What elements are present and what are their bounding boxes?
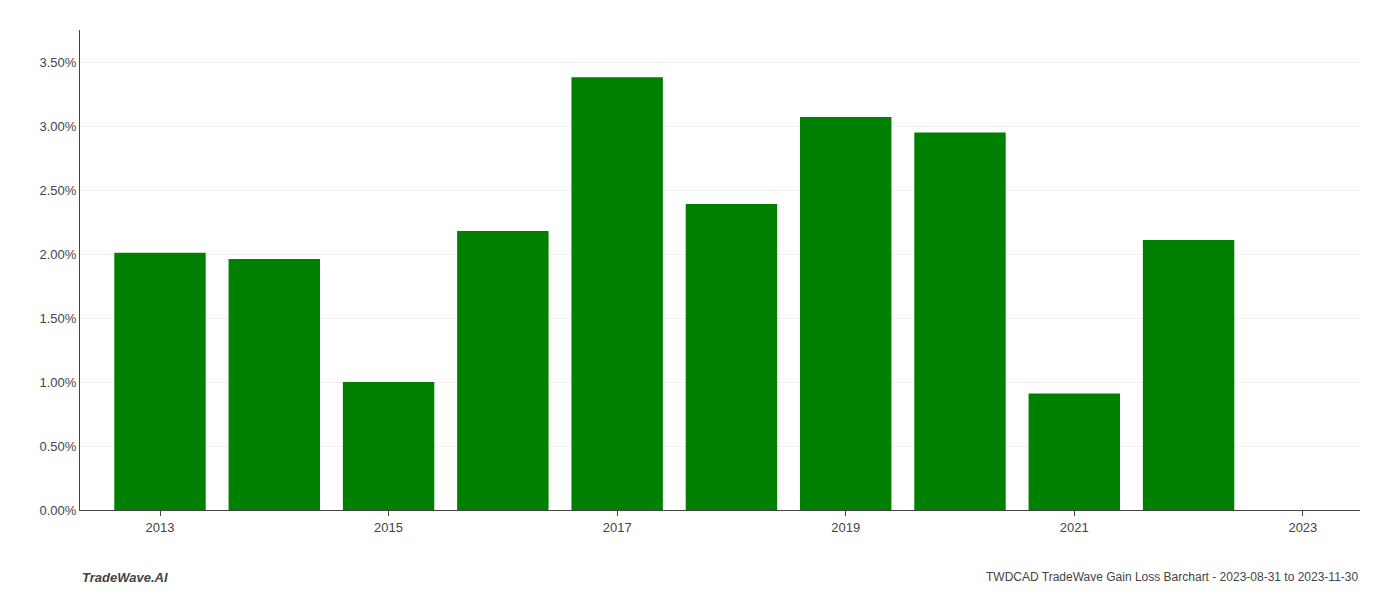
- svg-text:0.50%: 0.50%: [40, 439, 77, 454]
- svg-text:2.50%: 2.50%: [40, 183, 77, 198]
- svg-text:3.00%: 3.00%: [40, 119, 77, 134]
- svg-text:2013: 2013: [146, 520, 175, 535]
- svg-text:2.00%: 2.00%: [40, 247, 77, 262]
- svg-text:2017: 2017: [603, 520, 632, 535]
- svg-text:TWDCAD TradeWave Gain Loss Bar: TWDCAD TradeWave Gain Loss Barchart - 20…: [986, 570, 1358, 584]
- svg-text:0.00%: 0.00%: [40, 503, 77, 518]
- svg-text:2015: 2015: [374, 520, 403, 535]
- svg-text:TradeWave.AI: TradeWave.AI: [82, 570, 168, 585]
- svg-text:3.50%: 3.50%: [40, 55, 77, 70]
- svg-text:2019: 2019: [831, 520, 860, 535]
- svg-text:1.50%: 1.50%: [40, 311, 77, 326]
- svg-text:2023: 2023: [1288, 520, 1317, 535]
- svg-text:1.00%: 1.00%: [40, 375, 77, 390]
- svg-text:2021: 2021: [1060, 520, 1089, 535]
